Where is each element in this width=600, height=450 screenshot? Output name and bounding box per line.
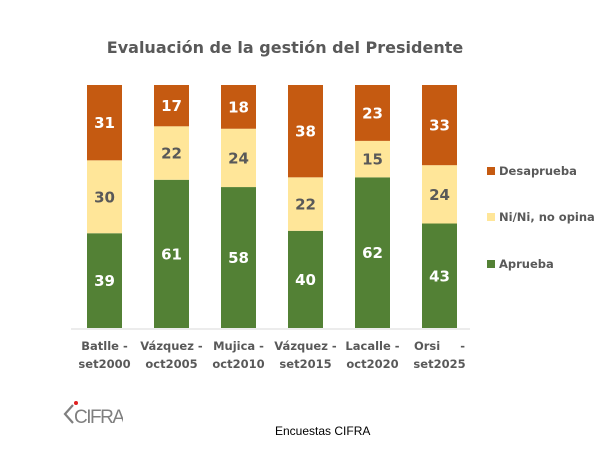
legend-swatch [487,260,495,268]
data-label: 61 [161,245,182,263]
bar-segment-aprueba [87,233,122,328]
legend-item: Ni/Ni, no opina [487,210,595,224]
bar-segment-ni-ni-no-opina [221,128,256,188]
x-tick-label: Orsi - [414,339,465,353]
legend: Desaprueba Ni/Ni, no opina Aprueba [487,164,595,271]
chart-title: Evaluación de la gestión del Presidente [107,38,464,57]
x-tick-label: set2025 [413,357,465,371]
logo-chevron-icon [63,404,74,424]
data-label: 58 [228,249,249,267]
x-tick-label: Lacalle - [345,339,399,353]
source-caption: Encuestas CIFRA [275,424,371,438]
bar-segment-aprueba [288,230,323,328]
x-tick-label: Batlle - [81,339,128,353]
logo-accent-dot [74,401,78,405]
x-tick-label: set2015 [279,357,331,371]
bar-segment-aprueba [355,177,390,328]
bar-segment-ni-ni-no-opina [154,126,189,180]
bar-segment-ni-ni-no-opina [422,165,457,224]
legend-swatch [487,213,495,221]
bar-segment-ni-ni-no-opina [288,177,323,231]
data-label: 23 [362,104,383,122]
bar-segment-desaprueba [221,85,256,129]
x-tick-label: set2000 [78,357,130,371]
data-label: 24 [228,149,249,167]
x-tick-label: Vázquez - [274,339,337,353]
bar-segment-aprueba [154,179,189,328]
data-label: 22 [295,196,316,214]
bars-group: 39 30 31 61 22 17 58 24 18 40 22 38 62 15 23 43 24 33 [87,85,457,328]
legend-label: Desaprueba [499,164,577,178]
cifra-logo: CIFRA [63,401,123,426]
x-tick-label: Mujica - [213,339,264,353]
data-label: 39 [94,272,115,290]
x-tick-labels: Batlle - set2000 Vázquez - oct2005 Mujica - o… [78,339,465,371]
data-label: 22 [161,145,182,163]
x-tick-label: oct2005 [145,357,197,371]
data-label: 31 [94,114,115,132]
logo-text: CIFRA [74,407,123,426]
legend-item: Desaprueba [487,164,577,178]
bar-segment-desaprueba [154,85,189,127]
bar-segment-desaprueba [288,85,323,178]
data-label: 38 [295,123,316,141]
legend-swatch [487,167,495,175]
data-label: 17 [161,97,182,115]
x-tick-label: Vázquez - [140,339,203,353]
data-label: 15 [362,151,383,169]
legend-item: Aprueba [487,257,554,271]
legend-label: Ni/Ni, no opina [499,210,595,224]
bar-segment-aprueba [422,223,457,328]
x-tick-label: oct2010 [212,357,264,371]
bar-segment-desaprueba [422,85,457,166]
bar-segment-desaprueba [355,85,390,141]
bar-segment-aprueba [221,187,256,328]
bar-segment-desaprueba [87,85,122,161]
data-label: 62 [362,244,383,262]
x-tick-label: oct2020 [346,357,398,371]
data-label: 33 [429,117,450,135]
data-label: 30 [94,188,115,206]
data-label: 24 [429,186,450,204]
bar-segment-ni-ni-no-opina [87,160,122,234]
data-label: 40 [295,271,316,289]
legend-label: Aprueba [499,257,554,271]
bar-segment-ni-ni-no-opina [355,140,390,178]
data-label: 18 [228,98,249,116]
data-label: 43 [429,267,450,285]
